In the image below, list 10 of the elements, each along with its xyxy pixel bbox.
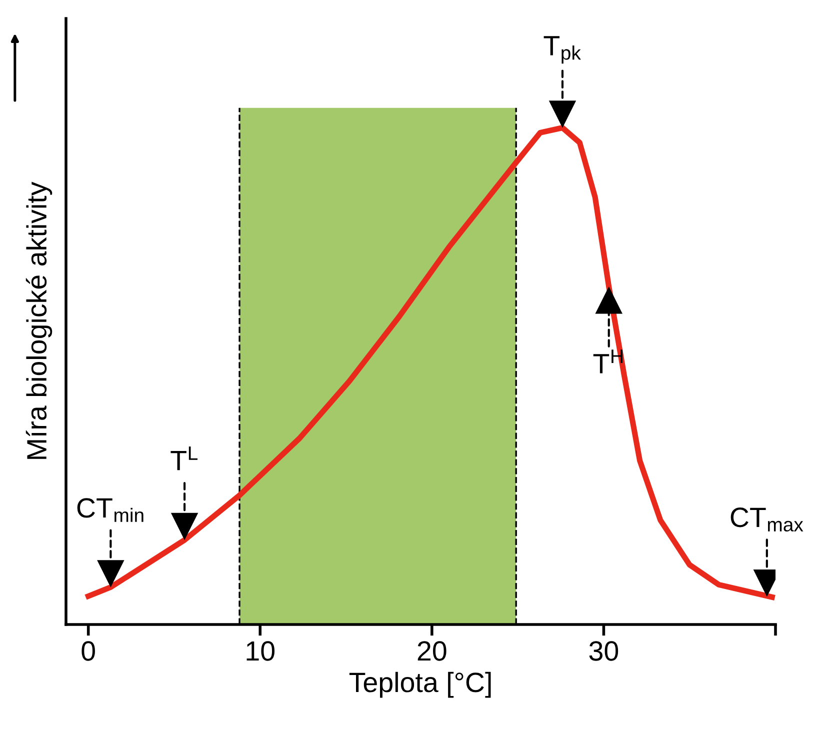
y-axis-title: Míra biologické aktivity	[26, 182, 52, 459]
annotation: CT$_{min}$	[77, 498, 144, 522]
x-tick-label: 20	[418, 641, 446, 661]
annotation: CT$_{max}$	[730, 508, 804, 532]
x-tick-label: 10	[246, 641, 274, 661]
annotation: T$_{pk}$	[544, 36, 581, 64]
x-axis-title: Teplota [°C]	[349, 672, 491, 698]
x-tick-label: 30	[589, 641, 618, 661]
annotation: T$^{L}$	[170, 446, 198, 470]
x-tick-label: 0	[82, 641, 95, 661]
